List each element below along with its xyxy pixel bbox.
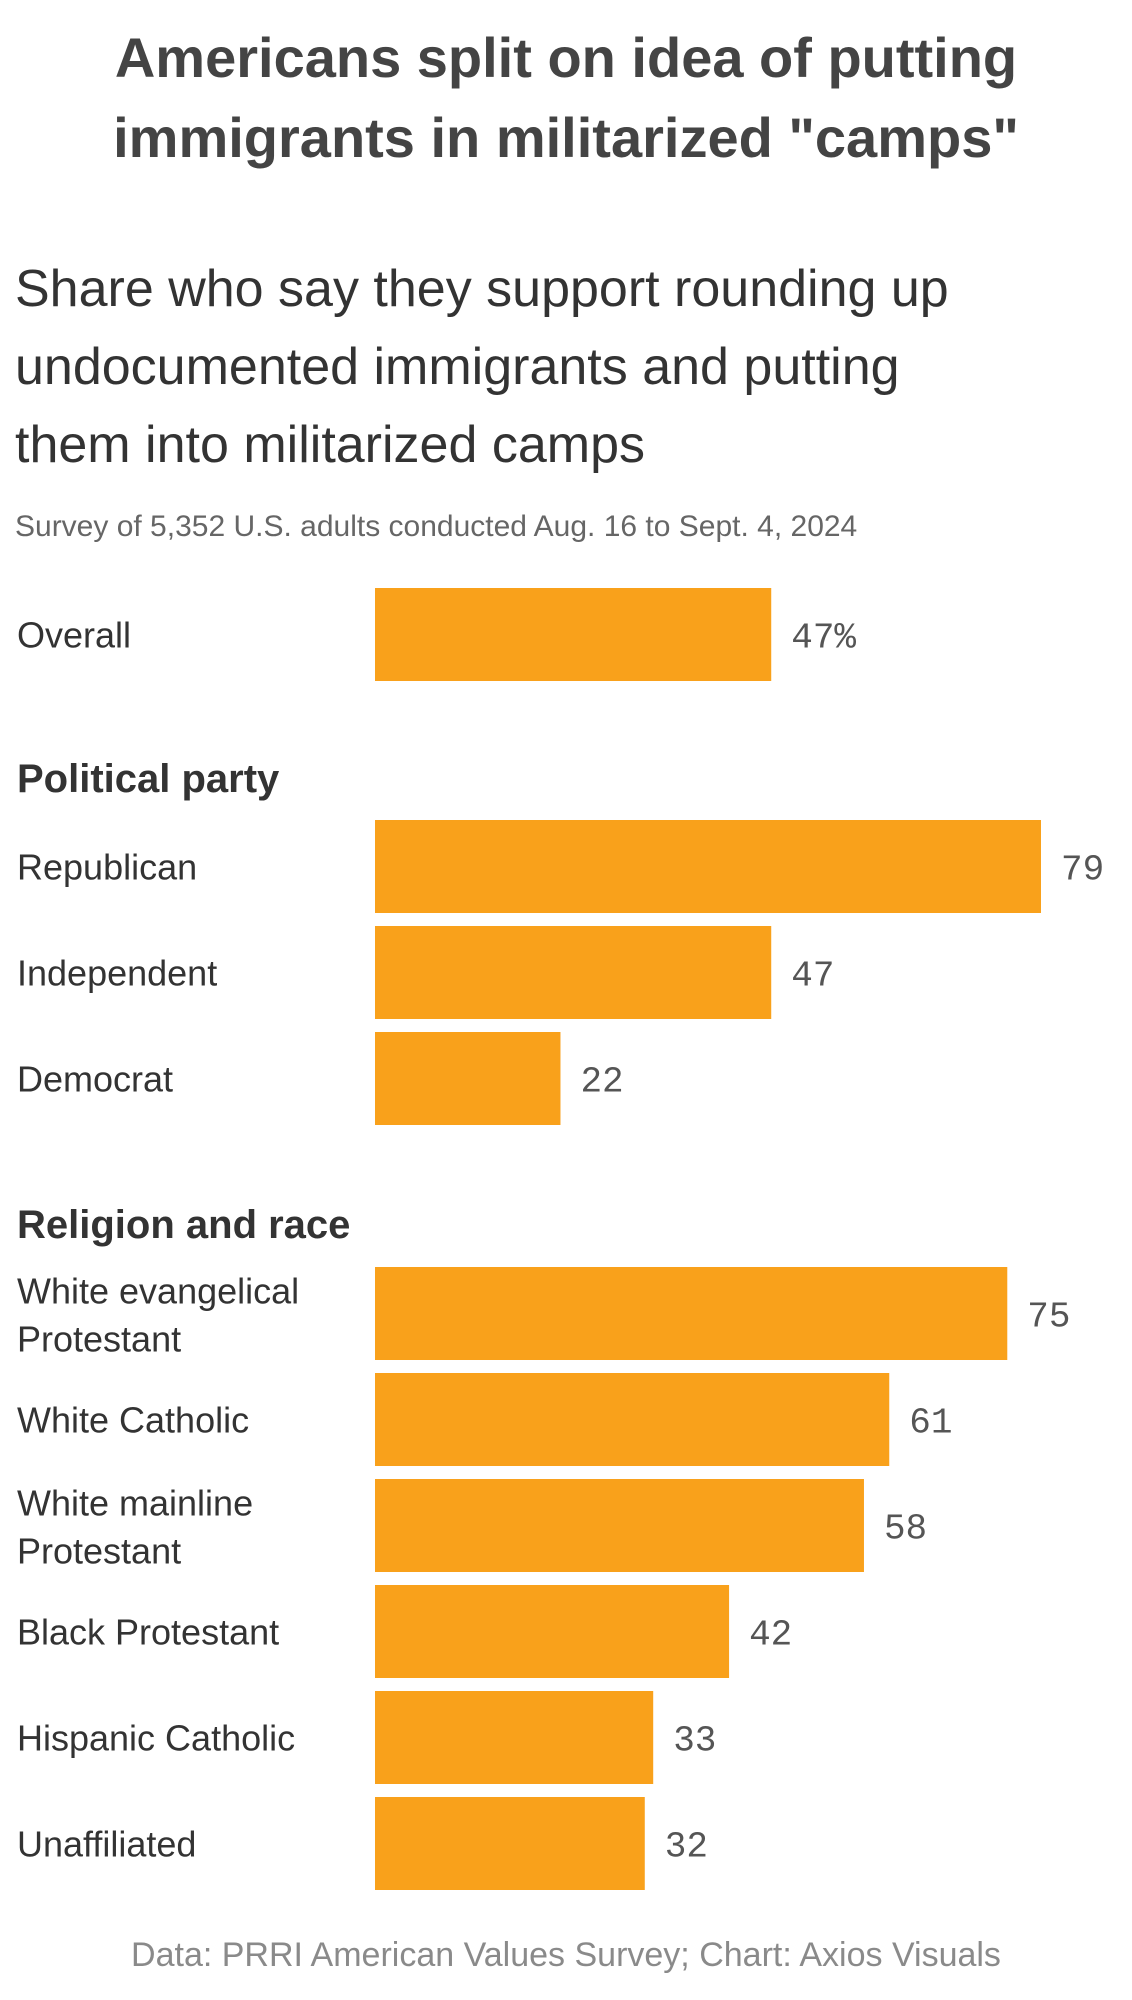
value-label: 79 (1061, 850, 1104, 891)
category-label: Overall (17, 615, 131, 656)
bar (375, 1691, 654, 1784)
bar (375, 1267, 1008, 1360)
bar (375, 820, 1041, 913)
category-label: Black Protestant (17, 1612, 279, 1653)
bar (375, 926, 772, 1019)
category-label: White Catholic (17, 1400, 249, 1441)
category-label: Protestant (17, 1319, 181, 1360)
chart-title-line: Americans split on idea of putting (114, 26, 1018, 89)
category-label: Unaffiliated (17, 1824, 196, 1865)
chart-subtitle-line: them into militarized camps (15, 416, 645, 474)
bar (375, 1032, 561, 1125)
group-heading: Political party (17, 757, 280, 801)
survey-note: Survey of 5,352 U.S. adults conducted Au… (15, 510, 858, 543)
chart-title-line: immigrants in militarized "camps" (113, 106, 1019, 169)
value-label: 61 (909, 1403, 952, 1444)
bar (375, 1585, 730, 1678)
group-heading: Religion and race (17, 1203, 350, 1247)
bar-chart: Overall 47% Political party Republican 79 Ind… (17, 588, 1104, 1890)
value-label: 32 (665, 1827, 708, 1868)
category-label: White mainline (17, 1483, 253, 1524)
chart-title: Americans split on idea of putting immig… (0, 18, 1132, 178)
value-label: 75 (1027, 1297, 1070, 1338)
value-label: 47 (791, 956, 834, 997)
category-label: White evangelical (17, 1271, 299, 1312)
chart-subtitle-line: undocumented immigrants and putting (15, 338, 900, 396)
value-label: 42 (749, 1615, 792, 1656)
value-label: 47% (791, 618, 856, 659)
category-label: Protestant (17, 1531, 181, 1572)
value-label: 58 (884, 1509, 927, 1550)
bar (375, 1797, 645, 1890)
chart-subtitle: Share who say they support rounding up u… (15, 250, 1125, 484)
category-label: Democrat (17, 1059, 173, 1100)
chart-subtitle-line: Share who say they support rounding up (15, 260, 949, 318)
category-label: Republican (17, 847, 197, 888)
category-label: Hispanic Catholic (17, 1718, 295, 1759)
bar (375, 1373, 890, 1466)
bar (375, 588, 772, 681)
value-label: 22 (580, 1062, 623, 1103)
source-credit: Data: PRRI American Values Survey; Chart… (131, 1936, 1001, 1974)
category-label: Independent (17, 953, 217, 994)
bar (375, 1479, 864, 1572)
value-label: 33 (673, 1721, 716, 1762)
